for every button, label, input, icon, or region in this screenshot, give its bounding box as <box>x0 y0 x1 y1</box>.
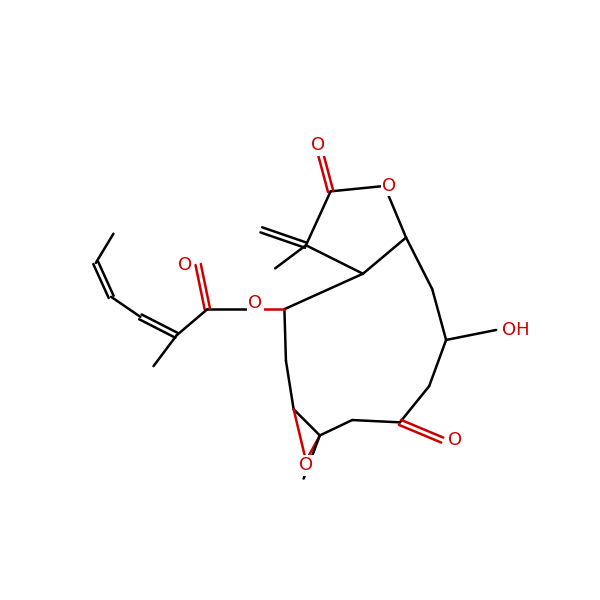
Text: O: O <box>448 431 463 449</box>
Text: O: O <box>382 177 396 195</box>
Text: O: O <box>311 136 325 154</box>
Text: O: O <box>178 256 192 274</box>
Text: OH: OH <box>502 321 530 339</box>
Text: O: O <box>299 457 313 475</box>
Text: O: O <box>248 294 262 312</box>
